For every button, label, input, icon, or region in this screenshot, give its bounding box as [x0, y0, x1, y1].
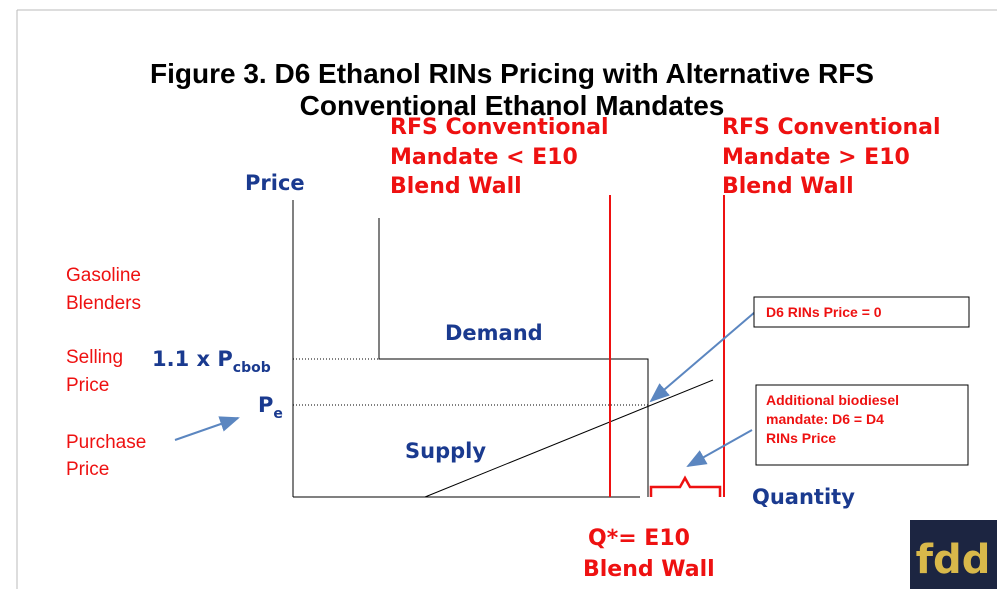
mandate-label: Blend Wall [722, 174, 854, 199]
side-label: Price [66, 375, 109, 396]
side-label: Blenders [66, 293, 141, 314]
callout-text: RINs Price [766, 430, 836, 446]
side-label: Purchase [66, 432, 146, 453]
mandate-label: Mandate > E10 [722, 145, 910, 170]
bracket [649, 475, 722, 497]
price-e-sub: e [273, 406, 283, 422]
side-label: Gasoline [66, 265, 141, 286]
mandate-label: Mandate < E10 [390, 145, 578, 170]
mandate-label: Blend Wall [390, 174, 522, 199]
supply-label: Supply [405, 439, 486, 463]
callout-text: D6 RINs Price = 0 [766, 304, 882, 320]
callout-box [755, 384, 969, 466]
callout-box [753, 296, 970, 328]
side-label: Selling [66, 347, 123, 368]
x-axis-label: Quantity [752, 485, 855, 509]
price-cbob: 1.1 x Pcbob [152, 347, 271, 376]
demand-curve [378, 218, 649, 497]
q-star-label: Blend Wall [583, 557, 715, 582]
price-e: Pe [258, 393, 283, 422]
arrow [649, 311, 756, 403]
mandate-label: RFS Conventional [390, 115, 609, 140]
callout-text: Additional biodiesel [766, 392, 899, 408]
price-cbob-main: 1.1 x P [152, 347, 233, 371]
title: Conventional Ethanol Mandates [300, 90, 725, 121]
price-e-main: P [258, 393, 273, 417]
title: Figure 3. D6 Ethanol RINs Pricing with A… [150, 58, 874, 89]
demand-label: Demand [445, 321, 543, 345]
price-cbob-sub: cbob [233, 360, 271, 376]
logo-bg [910, 520, 997, 589]
side-label: Price [66, 459, 109, 480]
callout-text: mandate: D6 = D4 [766, 411, 884, 427]
q-star-label: Q*= E10 [588, 526, 690, 551]
mandate-label: RFS Conventional [722, 115, 941, 140]
arrow [686, 429, 753, 467]
y-axis-label: Price [245, 171, 305, 195]
arrow [174, 416, 240, 441]
logo: fdd [916, 537, 991, 583]
